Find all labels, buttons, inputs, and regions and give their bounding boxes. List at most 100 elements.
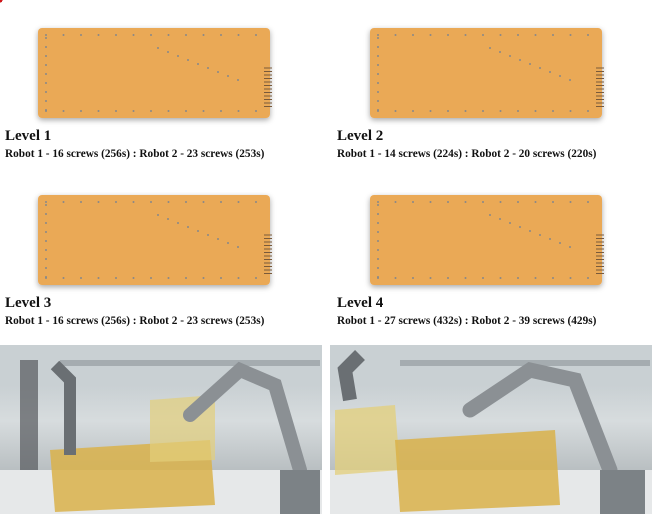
hole: [227, 242, 229, 244]
hole: [517, 34, 519, 36]
hole: [80, 277, 82, 279]
hole: [519, 59, 521, 61]
hole: [377, 109, 379, 111]
hole: [80, 201, 82, 203]
hole: [98, 277, 100, 279]
hole: [45, 109, 47, 111]
hole: [203, 201, 205, 203]
hole: [395, 110, 397, 112]
hole: [500, 277, 502, 279]
hole: [500, 110, 502, 112]
hole: [489, 214, 491, 216]
hole: [45, 213, 47, 215]
hole: [570, 34, 572, 36]
hole: [517, 201, 519, 203]
hole: [255, 110, 257, 112]
hole: [570, 201, 572, 203]
hole: [80, 34, 82, 36]
hole: [529, 230, 531, 232]
hole: [203, 277, 205, 279]
hole: [237, 79, 239, 81]
hole: [430, 201, 432, 203]
hole: [185, 277, 187, 279]
hole: [395, 34, 397, 36]
hole: [167, 218, 169, 220]
hole: [45, 64, 47, 66]
hole: [465, 201, 467, 203]
panel-title: Level 1: [5, 128, 51, 144]
hole: [80, 110, 82, 112]
hole: [133, 201, 135, 203]
hole: [465, 277, 467, 279]
hole: [509, 222, 511, 224]
hole: [412, 277, 414, 279]
hole: [45, 55, 47, 57]
hole: [482, 201, 484, 203]
hole: [255, 201, 257, 203]
hole: [535, 201, 537, 203]
hole: [377, 213, 379, 215]
hole: [63, 201, 65, 203]
hole: [45, 201, 47, 203]
hole: [63, 34, 65, 36]
hole: [569, 79, 571, 81]
hole: [150, 110, 152, 112]
hole: [587, 110, 589, 112]
panel-caption: Robot 1 - 14 screws (224s) : Robot 2 - 2…: [337, 148, 597, 160]
hole: [238, 201, 240, 203]
hole: [187, 226, 189, 228]
hole: [377, 100, 379, 102]
hole: [509, 55, 511, 57]
hole: [45, 91, 47, 93]
hole: [539, 234, 541, 236]
hole: [63, 277, 65, 279]
hole: [430, 34, 432, 36]
hole: [412, 110, 414, 112]
hole: [168, 34, 170, 36]
hole: [539, 67, 541, 69]
hole: [98, 34, 100, 36]
hole: [150, 201, 152, 203]
hole: [549, 238, 551, 240]
hole: [227, 75, 229, 77]
hole: [238, 277, 240, 279]
hole: [500, 201, 502, 203]
hole: [255, 277, 257, 279]
hole: [377, 73, 379, 75]
hole: [98, 201, 100, 203]
hole: [45, 100, 47, 102]
hole: [517, 277, 519, 279]
hole: [482, 34, 484, 36]
hole: [177, 222, 179, 224]
hole: [207, 234, 209, 236]
hole: [238, 110, 240, 112]
hole: [377, 201, 379, 203]
hole: [217, 71, 219, 73]
hole: [157, 214, 159, 216]
panel-title: Level 4: [337, 295, 384, 311]
hole: [377, 258, 379, 260]
hole: [552, 34, 554, 36]
hole: [45, 249, 47, 251]
hole: [167, 51, 169, 53]
hole: [377, 91, 379, 93]
hole: [45, 258, 47, 260]
hole: [220, 201, 222, 203]
hole: [255, 34, 257, 36]
hole: [157, 47, 159, 49]
hole: [45, 73, 47, 75]
hole: [98, 110, 100, 112]
board: [38, 195, 270, 285]
hole: [377, 204, 379, 206]
hole: [587, 277, 589, 279]
hole: [115, 34, 117, 36]
hole: [63, 110, 65, 112]
photo-left: [0, 345, 322, 514]
hole: [45, 82, 47, 84]
hole: [569, 246, 571, 248]
hole: [377, 82, 379, 84]
hole: [559, 242, 561, 244]
photos: [0, 345, 652, 514]
hole: [377, 55, 379, 57]
hole: [552, 110, 554, 112]
